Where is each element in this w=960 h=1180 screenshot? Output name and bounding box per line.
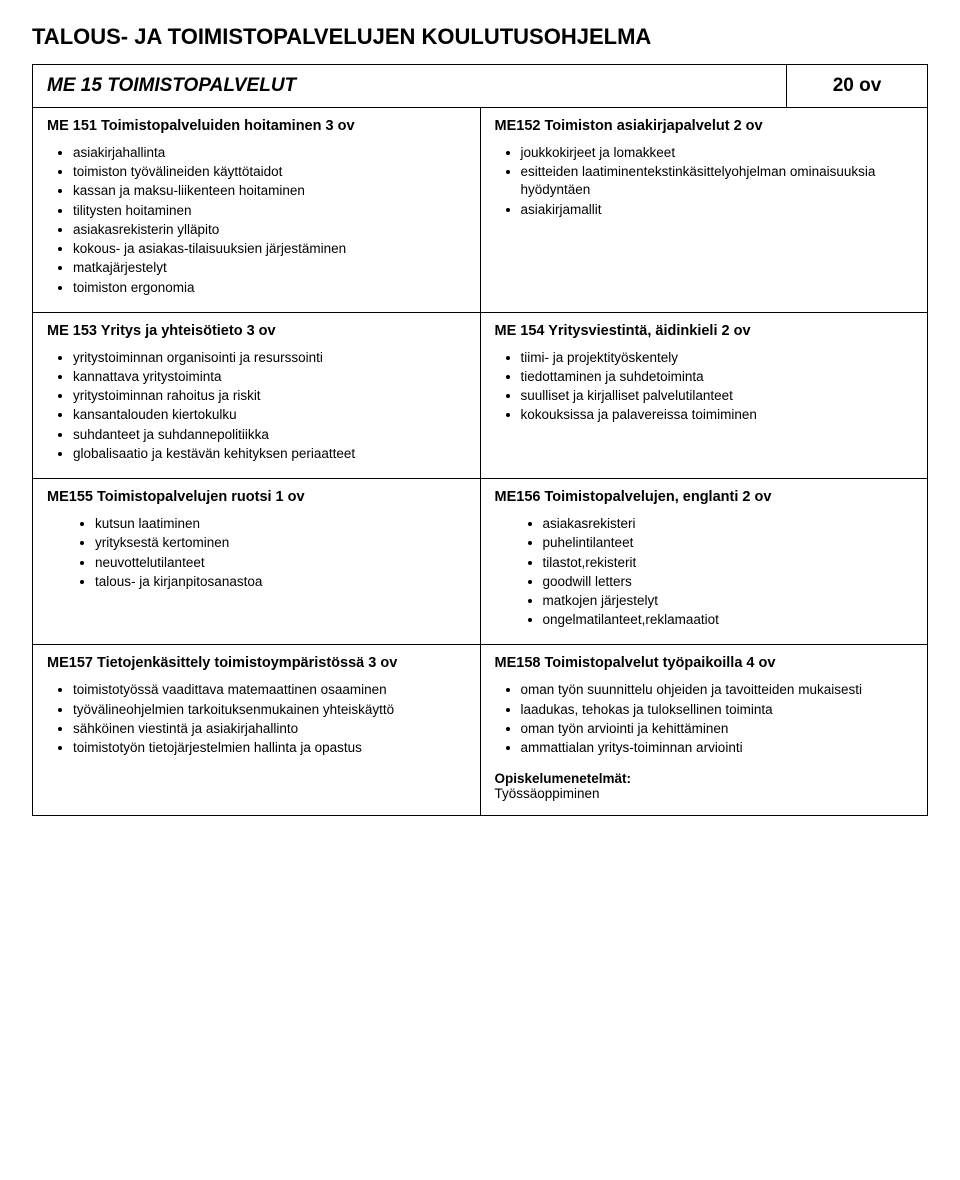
row2-right-list: tiimi- ja projektityöskentelytiedottamin…: [495, 349, 914, 425]
list-item: yrityksestä kertominen: [95, 534, 466, 552]
list-item: suhdanteet ja suhdannepolitiikka: [73, 426, 466, 444]
list-item: yritystoiminnan rahoitus ja riskit: [73, 387, 466, 405]
list-item: asiakirjamallit: [521, 201, 914, 219]
list-item: asiakirjahallinta: [73, 144, 466, 162]
list-item: neuvottelutilanteet: [95, 554, 466, 572]
list-item: matkajärjestelyt: [73, 259, 466, 277]
list-item: globalisaatio ja kestävän kehityksen per…: [73, 445, 466, 463]
row3-right-list: asiakasrekisteripuhelintilanteet tilastot…: [495, 515, 914, 629]
list-item: yritystoiminnan organisointi ja resursso…: [73, 349, 466, 367]
list-item: toimiston ergonomia: [73, 279, 466, 297]
list-item: kansantalouden kiertokulku: [73, 406, 466, 424]
list-item: kutsun laatiminen: [95, 515, 466, 533]
list-item: toimistotyössä vaadittava matemaattinen …: [73, 681, 466, 699]
row3-left-list: kutsun laatiminenyrityksestä kertominen n…: [47, 515, 466, 591]
list-item: joukkokirjeet ja lomakkeet: [521, 144, 914, 162]
row1-left-list: asiakirjahallintatoimiston työvälineiden…: [47, 144, 466, 297]
row-4: ME157 Tietojenkäsittely toimistoympärist…: [32, 644, 928, 816]
list-item: puhelintilanteet: [543, 534, 914, 552]
study-methods-block: Opiskelumenetelmät: Työssäoppiminen: [495, 771, 914, 801]
list-item: kokouksissa ja palavereissa toimiminen: [521, 406, 914, 424]
list-item: oman työn suunnittelu ohjeiden ja tavoit…: [521, 681, 914, 699]
row3-left-heading: ME155 Toimistopalvelujen ruotsi 1 ov: [47, 489, 466, 505]
row2-right-cell: ME 154 Yritysviestintä, äidinkieli 2 ov …: [481, 313, 928, 478]
list-item: goodwill letters: [543, 573, 914, 591]
list-item: suulliset ja kirjalliset palvelutilantee…: [521, 387, 914, 405]
list-item: kokous- ja asiakas-tilaisuuksien järjest…: [73, 240, 466, 258]
row1-right-list: joukkokirjeet ja lomakkeetesitteiden laa…: [495, 144, 914, 219]
row1-right-heading: ME152 Toimiston asiakirjapalvelut 2 ov: [495, 118, 914, 134]
list-item: matkojen järjestelyt: [543, 592, 914, 610]
list-item: työvälineohjelmien tarkoituksenmukainen …: [73, 701, 466, 719]
row1-left-cell: ME 151 Toimistopalveluiden hoitaminen 3 …: [33, 108, 481, 312]
study-methods-label: Opiskelumenetelmät:: [495, 771, 914, 786]
list-item: kassan ja maksu-liikenteen hoitaminen: [73, 182, 466, 200]
row3-right-cell: ME156 Toimistopalvelujen, englanti 2 ov …: [481, 479, 928, 644]
list-item: toimistotyön tietojärjestelmien hallinta…: [73, 739, 466, 757]
page-title: TALOUS- JA TOIMISTOPALVELUJEN KOULUTUSOH…: [32, 24, 928, 50]
list-item: esitteiden laatiminentekstinkäsittelyohj…: [521, 163, 914, 199]
row4-right-heading: ME158 Toimistopalvelut työpaikoilla 4 ov: [495, 655, 914, 671]
header-left: ME 15 TOIMISTOPALVELUT: [33, 65, 787, 107]
row1-left-heading: ME 151 Toimistopalveluiden hoitaminen 3 …: [47, 118, 466, 134]
list-item: toimiston työvälineiden käyttötaidot: [73, 163, 466, 181]
row2-right-heading: ME 154 Yritysviestintä, äidinkieli 2 ov: [495, 323, 914, 339]
row3-left-cell: ME155 Toimistopalvelujen ruotsi 1 ov kut…: [33, 479, 481, 644]
row4-left-heading: ME157 Tietojenkäsittely toimistoympärist…: [47, 655, 466, 671]
row4-right-cell: ME158 Toimistopalvelut työpaikoilla 4 ov…: [481, 645, 928, 815]
list-item: oman työn arviointi ja kehittäminen: [521, 720, 914, 738]
list-item: sähköinen viestintä ja asiakirjahallinto: [73, 720, 466, 738]
list-item: kannattava yritystoiminta: [73, 368, 466, 386]
list-item: ammattialan yritys-toiminnan arviointi: [521, 739, 914, 757]
row4-left-list: toimistotyössä vaadittava matemaattinen …: [47, 681, 466, 757]
list-item: talous- ja kirjanpitosanastoa: [95, 573, 466, 591]
list-item: ongelmatilanteet,reklamaatiot: [543, 611, 914, 629]
row2-left-heading: ME 153 Yritys ja yhteisötieto 3 ov: [47, 323, 466, 339]
header-right: 20 ov: [787, 65, 927, 107]
study-methods-text: Työssäoppiminen: [495, 786, 914, 801]
list-item: tilastot,rekisterit: [543, 554, 914, 572]
header-row: ME 15 TOIMISTOPALVELUT 20 ov: [32, 64, 928, 107]
row3-right-heading: ME156 Toimistopalvelujen, englanti 2 ov: [495, 489, 914, 505]
row-3: ME155 Toimistopalvelujen ruotsi 1 ov kut…: [32, 478, 928, 644]
row1-right-cell: ME152 Toimiston asiakirjapalvelut 2 ov j…: [481, 108, 928, 312]
row-1: ME 151 Toimistopalveluiden hoitaminen 3 …: [32, 107, 928, 312]
list-item: asiakasrekisteri: [543, 515, 914, 533]
list-item: tiedottaminen ja suhdetoiminta: [521, 368, 914, 386]
list-item: asiakasrekisterin ylläpito: [73, 221, 466, 239]
list-item: laadukas, tehokas ja tuloksellinen toimi…: [521, 701, 914, 719]
list-item: tiimi- ja projektityöskentely: [521, 349, 914, 367]
row4-left-cell: ME157 Tietojenkäsittely toimistoympärist…: [33, 645, 481, 815]
row4-right-list: oman työn suunnittelu ohjeiden ja tavoit…: [495, 681, 914, 757]
row2-left-list: yritystoiminnan organisointi ja resursso…: [47, 349, 466, 463]
row-2: ME 153 Yritys ja yhteisötieto 3 ov yrity…: [32, 312, 928, 478]
list-item: tilitysten hoitaminen: [73, 202, 466, 220]
row2-left-cell: ME 153 Yritys ja yhteisötieto 3 ov yrity…: [33, 313, 481, 478]
